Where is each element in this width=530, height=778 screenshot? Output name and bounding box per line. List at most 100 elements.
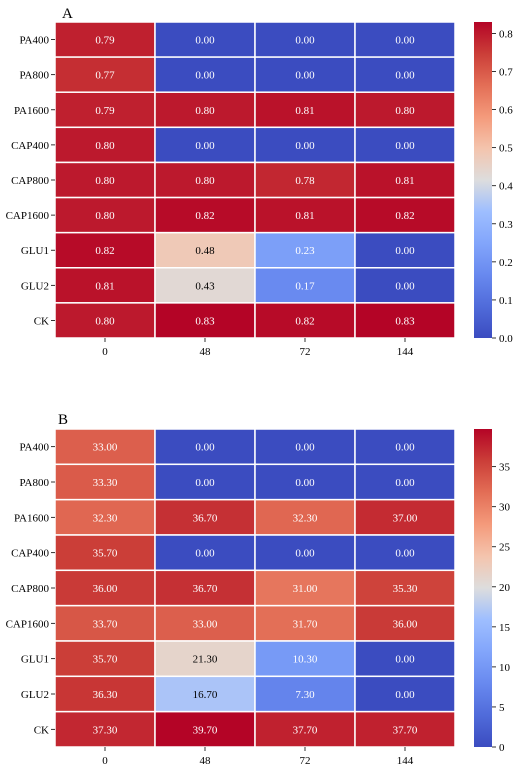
heatmap-cell [154, 91, 256, 129]
cell-value-label: 37.00 [393, 512, 418, 524]
y-tick-label: GLU2 [21, 280, 49, 292]
y-tick-label: PA1600 [14, 512, 50, 524]
heatmap-cell [354, 161, 456, 199]
heatmap-cell [354, 231, 456, 269]
colorbar-tick-label: 15 [499, 622, 511, 634]
cell-value-label: 37.70 [293, 724, 318, 736]
colorbar-tick-label: 35 [499, 462, 511, 474]
cell-value-label: 33.00 [193, 618, 218, 630]
cell-value-label: 33.00 [93, 442, 118, 454]
panel-label: B [58, 412, 68, 428]
y-tick-label: PA400 [19, 35, 49, 47]
cell-value-label: 35.70 [93, 654, 118, 666]
cell-value-label: 10.30 [293, 654, 318, 666]
heatmap-cell [154, 675, 256, 713]
cell-value-label: 0.00 [395, 477, 415, 489]
colorbar [474, 429, 492, 747]
cell-value-label: 0.80 [395, 105, 415, 117]
y-tick-label: CAP800 [11, 175, 49, 187]
cell-value-label: 35.70 [93, 548, 118, 560]
cell-value-label: 0.23 [295, 245, 315, 257]
heatmap-cell [354, 196, 456, 234]
cell-value-label: 35.30 [393, 583, 418, 595]
cell-value-label: 0.00 [195, 140, 215, 152]
x-tick-label: 144 [397, 755, 414, 767]
cell-value-label: 0.80 [95, 175, 115, 187]
cell-value-label: 33.70 [93, 618, 118, 630]
y-tick-label: CK [34, 724, 49, 736]
y-tick-label: CK [34, 315, 49, 327]
colorbar-tick-label: 0.3 [499, 219, 513, 231]
colorbar-tick-label: 0.4 [499, 181, 513, 193]
heatmap-cell [254, 267, 356, 304]
cell-value-label: 0.00 [195, 35, 215, 47]
heatmap-cell [354, 675, 456, 713]
cell-value-label: 39.70 [193, 724, 218, 736]
cell-value-label: 0.83 [195, 315, 215, 327]
heatmap-cell [354, 126, 456, 164]
cell-value-label: 0.00 [295, 442, 315, 454]
y-tick-label: PA800 [19, 477, 49, 489]
cell-value-label: 0.00 [395, 140, 415, 152]
cell-value-label: 0.00 [395, 280, 415, 292]
colorbar [474, 22, 492, 338]
colorbar-tick-label: 0.5 [499, 143, 513, 155]
y-tick-label: CAP400 [11, 140, 49, 152]
y-tick-label: PA1600 [14, 105, 50, 117]
cell-value-label: 37.30 [93, 724, 118, 736]
heatmap-cell [54, 640, 156, 678]
heatmap-cell [254, 231, 356, 269]
heatmap-cell [254, 196, 356, 234]
cell-value-label: 36.30 [93, 689, 118, 701]
heatmap-cell [354, 56, 456, 93]
colorbar-tick-label: 0.0 [499, 333, 513, 345]
colorbar-tick-label: 0.2 [499, 257, 513, 269]
cell-value-label: 33.30 [93, 477, 118, 489]
cell-value-label: 0.00 [395, 548, 415, 560]
heatmap-cell [354, 21, 456, 58]
cell-value-label: 0.00 [395, 245, 415, 257]
cell-value-label: 0.80 [95, 315, 115, 327]
heatmap-cell [154, 161, 256, 199]
y-tick-label: CAP800 [11, 583, 49, 595]
cell-value-label: 31.70 [293, 618, 318, 630]
x-tick-label: 72 [300, 346, 311, 358]
colorbar-tick-label: 0.1 [499, 295, 513, 307]
heatmap-cell [354, 534, 456, 572]
cell-value-label: 0.00 [395, 70, 415, 82]
cell-value-label: 0.00 [395, 35, 415, 47]
cell-value-label: 0.17 [295, 280, 315, 292]
y-tick-label: PA400 [19, 442, 49, 454]
cell-value-label: 32.30 [293, 512, 318, 524]
heatmap-cell [354, 91, 456, 129]
heatmap-cell [154, 710, 256, 748]
y-tick-label: GLU1 [21, 654, 49, 666]
cell-value-label: 0.48 [195, 245, 215, 257]
cell-value-label: 0.00 [195, 442, 215, 454]
heatmap-cell [54, 604, 156, 642]
heatmap-cell [354, 498, 456, 536]
cell-value-label: 21.30 [193, 654, 218, 666]
cell-value-label: 36.70 [193, 583, 218, 595]
cell-value-label: 36.00 [393, 618, 418, 630]
cell-value-label: 0.00 [395, 442, 415, 454]
cell-value-label: 0.00 [195, 477, 215, 489]
x-tick-label: 144 [397, 346, 414, 358]
cell-value-label: 0.00 [195, 548, 215, 560]
colorbar-tick-label: 20 [499, 582, 511, 594]
cell-value-label: 0.79 [95, 105, 115, 117]
cell-value-label: 0.81 [95, 280, 114, 292]
cell-value-label: 0.00 [395, 654, 415, 666]
heatmap-cell [154, 463, 256, 501]
colorbar-tick-label: 0 [499, 742, 505, 754]
heatmap-cell [54, 710, 156, 748]
x-tick-label: 48 [200, 346, 212, 358]
heatmap-cell [354, 302, 456, 339]
cell-value-label: 0.00 [295, 140, 315, 152]
cell-value-label: 0.82 [195, 210, 214, 222]
colorbar-tick-label: 25 [499, 542, 511, 554]
heatmap-cell [154, 604, 256, 642]
y-tick-label: GLU1 [21, 245, 49, 257]
heatmap-cell [354, 640, 456, 678]
